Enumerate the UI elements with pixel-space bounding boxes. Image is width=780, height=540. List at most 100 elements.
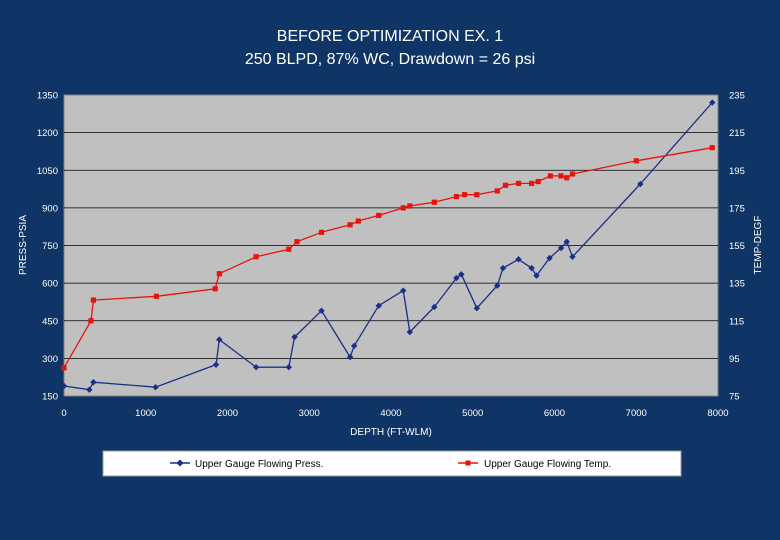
pressure-point	[709, 99, 716, 106]
y-left-tick-label: 750	[42, 241, 58, 252]
y-right-tick-label: 215	[729, 128, 745, 139]
pressure-point	[90, 379, 97, 386]
x-tick-label: 8000	[707, 408, 728, 419]
pressure-point	[569, 253, 576, 260]
series-line-pressure	[63, 102, 713, 391]
temperature-point	[212, 286, 218, 292]
temperature-point	[216, 271, 222, 277]
pressure-point	[453, 274, 460, 282]
chart-subtitle: 250 BLPD, 87% WC, Drawdown = 26 psi	[245, 51, 535, 68]
temperature-point	[633, 158, 639, 164]
temperature-point	[347, 222, 353, 228]
pressure-point	[346, 353, 354, 361]
temperature-point	[474, 192, 480, 198]
temperature-point	[502, 182, 509, 188]
temperature-point	[90, 297, 97, 303]
pressure-point	[400, 287, 407, 294]
chart-title: BEFORE OPTIMIZATION EX. 1	[277, 28, 504, 45]
pressure-point	[494, 282, 501, 289]
y-left-tick-label: 600	[42, 279, 58, 290]
pressure-point	[533, 272, 540, 279]
temperature-point	[547, 173, 554, 179]
legend-press-label: Upper Gauge Flowing Press.	[195, 459, 323, 470]
y-left-tick-label: 1050	[37, 166, 58, 177]
pressure-point	[431, 303, 438, 311]
temperature-point	[569, 171, 576, 177]
legend-temp-label: Upper Gauge Flowing Temp.	[484, 459, 611, 470]
temperature-point	[431, 199, 437, 205]
x-tick-label: 1000	[135, 408, 156, 419]
temperature-point	[376, 212, 382, 218]
pressure-point	[60, 382, 68, 390]
y-axis-left-label: PRESS-PSIA	[18, 215, 29, 275]
y-right-tick-label: 235	[729, 91, 745, 102]
y-left-tick-label: 1350	[37, 91, 58, 102]
y-left-tick-label: 450	[42, 316, 58, 327]
temperature-point	[286, 246, 292, 252]
x-axis-ticks: 0 1000 2000 3000 4000 5000 6000 7000 8000	[61, 408, 728, 419]
series-layer	[60, 99, 716, 393]
x-tick-label: 3000	[299, 408, 320, 419]
pressure-point	[86, 386, 93, 393]
temperature-point	[494, 188, 500, 194]
y-right-tick-label: 195	[729, 166, 745, 177]
legend: Upper Gauge Flowing Press. Upper Gauge F…	[102, 450, 682, 477]
y-right-tick-label: 155	[729, 241, 745, 252]
temperature-point	[153, 293, 159, 299]
temperature-point	[529, 180, 535, 187]
temperature-point	[355, 218, 361, 224]
temperature-point	[535, 178, 541, 185]
pressure-point	[285, 363, 293, 371]
x-tick-label: 5000	[462, 408, 483, 419]
y-left-tick-label: 300	[42, 354, 58, 365]
y-axis-right-label: TEMP-DEGF	[753, 216, 764, 275]
y-right-tick-label: 135	[729, 279, 745, 290]
temperature-point	[709, 145, 715, 151]
pressure-point	[563, 238, 570, 245]
pressure-point	[546, 254, 553, 262]
pressure-point	[375, 302, 382, 309]
legend-temp-marker	[465, 460, 471, 466]
y-right-tick-label: 75	[729, 392, 740, 403]
temperature-point	[294, 239, 300, 245]
pressure-point	[557, 244, 565, 252]
y-left-tick-label: 900	[42, 203, 58, 214]
pressure-point	[499, 264, 507, 272]
y-right-tick-label: 115	[729, 316, 744, 327]
legend-box	[102, 450, 682, 477]
temperature-point	[453, 193, 459, 200]
temperature-point	[61, 365, 67, 371]
pressure-point	[515, 256, 522, 263]
pressure-point	[318, 307, 325, 314]
pressure-point	[212, 361, 220, 368]
x-tick-label: 2000	[217, 408, 238, 419]
temperature-point	[253, 254, 259, 260]
y-right-tick-label: 95	[729, 354, 740, 365]
pressure-point	[473, 305, 481, 312]
pressure-point	[216, 336, 223, 343]
pressure-point	[406, 328, 414, 336]
temperature-point	[558, 173, 564, 179]
temperature-point	[400, 205, 406, 211]
gridlines	[64, 132, 718, 359]
temperature-point	[318, 229, 325, 235]
temperature-point	[564, 175, 570, 181]
temperature-point	[515, 180, 522, 187]
pressure-point	[152, 384, 159, 391]
pressure-point	[528, 264, 535, 272]
temperature-point	[461, 192, 468, 198]
legend-press-marker	[176, 459, 184, 467]
pressure-point	[351, 342, 358, 350]
x-tick-label: 4000	[380, 408, 401, 419]
pressure-point	[637, 180, 644, 188]
left-axis-ticks: 150 300 450 600 750 900 1050 1200 1350	[37, 91, 58, 403]
x-tick-label: 6000	[544, 408, 565, 419]
x-tick-label: 7000	[626, 408, 647, 419]
pressure-point	[458, 271, 465, 278]
x-tick-label: 0	[61, 408, 66, 419]
right-axis-ticks: 75 95 115 135 155 175 195 215 235	[729, 91, 745, 403]
y-left-tick-label: 150	[42, 392, 58, 403]
temperature-point	[407, 203, 413, 209]
pressure-point	[252, 363, 260, 371]
